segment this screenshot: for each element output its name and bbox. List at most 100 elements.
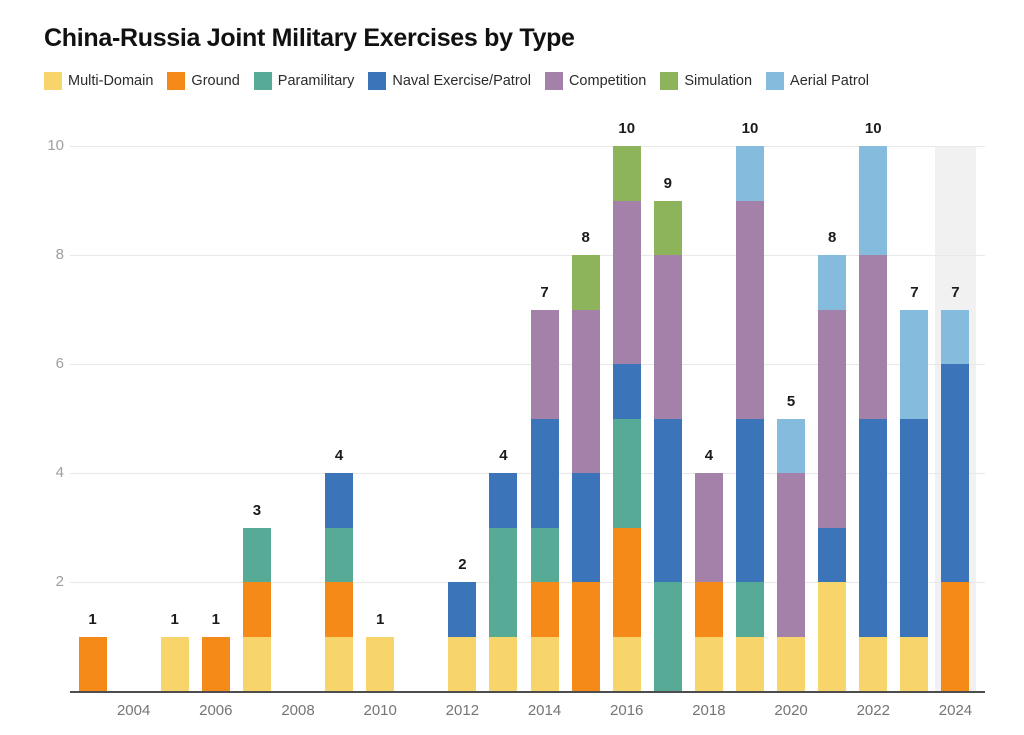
gridline-10 — [70, 145, 985, 147]
bar-segment-2021-aerial-patrol — [818, 255, 847, 310]
legend-item-label: Competition — [568, 73, 647, 89]
legend-swatch-icon — [167, 72, 186, 90]
bar-total-2014: 7 — [540, 283, 549, 301]
legend-item-ground: Ground — [167, 72, 240, 90]
bar-segment-2019-paramilitary — [736, 582, 764, 637]
gridline-2 — [70, 581, 985, 583]
bar-total-2022: 10 — [864, 120, 882, 137]
x-tick-label-2012: 2012 — [445, 702, 480, 719]
bar-total-2010: 1 — [376, 610, 385, 628]
x-tick-label-2014: 2014 — [527, 702, 562, 719]
bar-segment-2014-ground — [530, 582, 559, 637]
bar-segment-2022-naval-exercise-patrol — [859, 418, 888, 637]
bar-segment-2013-paramilitary — [489, 527, 518, 637]
bar-segment-2016-paramilitary — [612, 418, 641, 528]
bar-segment-2009-naval-exercise-patrol — [325, 473, 354, 528]
bar-segment-2023-aerial-patrol — [900, 309, 929, 419]
legend: Multi-Domain Ground Paramilitary Naval Exer… — [44, 72, 869, 90]
bar-segment-2017-paramilitary — [653, 582, 682, 691]
legend-swatch-icon — [544, 72, 563, 90]
bar-segment-2020-aerial-patrol — [777, 418, 806, 473]
chart-title: China-Russia Joint Military Exercises by… — [44, 24, 575, 52]
x-tick-label-2024: 2024 — [938, 702, 973, 719]
bar-segment-2015-ground — [571, 582, 600, 691]
legend-item-label: Naval Exercise/Patrol — [392, 73, 531, 89]
bar-segment-2019-naval-exercise-patrol — [736, 418, 764, 582]
x-tick-label-2006: 2006 — [199, 702, 233, 719]
bar-segment-2021-competition — [818, 309, 847, 528]
bar-segment-2019-multi-domain — [736, 636, 764, 691]
bar-segment-2013-naval-exercise-patrol — [489, 473, 518, 528]
bar-segment-2024-naval-exercise-patrol — [941, 364, 970, 582]
legend-item-label: Paramilitary — [277, 73, 355, 89]
legend-swatch-icon — [368, 72, 387, 90]
bar-segment-2005-multi-domain — [160, 636, 189, 691]
y-tick-label-6: 6 — [55, 355, 64, 372]
legend-item-label: Simulation — [684, 73, 753, 89]
x-tick-label-2004: 2004 — [116, 702, 151, 719]
legend-item-label: Aerial Patrol — [790, 73, 870, 89]
bar-segment-2018-ground — [694, 582, 723, 637]
legend-item-simulation: Simulation — [660, 72, 752, 90]
bar-segment-2016-multi-domain — [612, 636, 641, 691]
bar-segment-2016-simulation — [612, 146, 641, 201]
bar-total-2005: 1 — [170, 610, 179, 628]
legend-swatch-icon — [44, 72, 62, 90]
bar-segment-2007-multi-domain — [242, 636, 271, 691]
bar-segment-2022-competition — [859, 255, 888, 419]
bar-segment-2024-ground — [941, 582, 970, 691]
bar-total-2003: 1 — [88, 610, 97, 628]
bar-segment-2017-competition — [653, 255, 682, 419]
bar-total-2006: 1 — [211, 610, 220, 628]
bar-total-2012: 2 — [458, 556, 467, 573]
bar-segment-2024-aerial-patrol — [941, 309, 970, 364]
legend-swatch-icon — [253, 72, 272, 90]
legend-item-competition: Competition — [544, 72, 647, 90]
bar-total-2018: 4 — [704, 447, 714, 464]
bar-segment-2006-ground — [201, 636, 230, 691]
bar-segment-2023-multi-domain — [900, 636, 929, 691]
bar-segment-2015-simulation — [571, 255, 600, 310]
legend-item-label: Ground — [191, 73, 240, 89]
bar-segment-2016-competition — [612, 200, 641, 364]
x-tick-label-2018: 2018 — [692, 702, 726, 719]
bar-segment-2014-paramilitary — [530, 527, 559, 582]
legend-item-label: Multi-Domain — [68, 73, 154, 89]
bar-segment-2017-simulation — [653, 200, 682, 255]
y-tick-label-4: 4 — [55, 464, 64, 481]
bar-segment-2023-naval-exercise-patrol — [900, 418, 929, 637]
bar-total-2024: 7 — [951, 283, 960, 301]
gridline-4 — [70, 472, 985, 474]
y-tick-label-10: 10 — [47, 137, 64, 154]
bar-segment-2014-naval-exercise-patrol — [530, 418, 559, 528]
bar-segment-2009-multi-domain — [325, 636, 354, 691]
bar-segment-2020-multi-domain — [777, 636, 806, 691]
bar-segment-2009-ground — [325, 582, 354, 637]
legend-swatch-icon — [766, 72, 785, 90]
legend-item-multi-domain: Multi-Domain — [44, 72, 153, 90]
gridline-6 — [70, 363, 985, 365]
bar-segment-2022-aerial-patrol — [859, 146, 888, 255]
bar-segment-2012-multi-domain — [448, 636, 477, 691]
bar-segment-2012-naval-exercise-patrol — [448, 582, 477, 637]
y-tick-label-2: 2 — [55, 573, 64, 590]
bar-total-2015: 8 — [581, 229, 590, 246]
bar-segment-2013-multi-domain — [489, 636, 518, 691]
bar-total-2021: 8 — [828, 229, 837, 246]
bar-segment-2017-naval-exercise-patrol — [653, 418, 682, 582]
bar-total-2023: 7 — [910, 283, 919, 301]
legend-item-naval-exercise-patrol: Naval Exercise/Patrol — [368, 72, 531, 90]
gridline-8 — [70, 254, 985, 256]
x-tick-label-2022: 2022 — [856, 702, 890, 719]
bar-segment-2010-multi-domain — [366, 636, 395, 691]
bar-total-2020: 5 — [786, 392, 796, 410]
bar-total-2016: 10 — [618, 120, 636, 137]
bar-segment-2003-ground — [78, 636, 107, 691]
bar-segment-2015-competition — [571, 309, 600, 473]
legend-swatch-icon — [660, 72, 679, 90]
bar-segment-2014-multi-domain — [530, 636, 559, 691]
legend-item-aerial-patrol: Aerial Patrol — [766, 72, 869, 90]
bar-segment-2020-competition — [777, 473, 806, 637]
